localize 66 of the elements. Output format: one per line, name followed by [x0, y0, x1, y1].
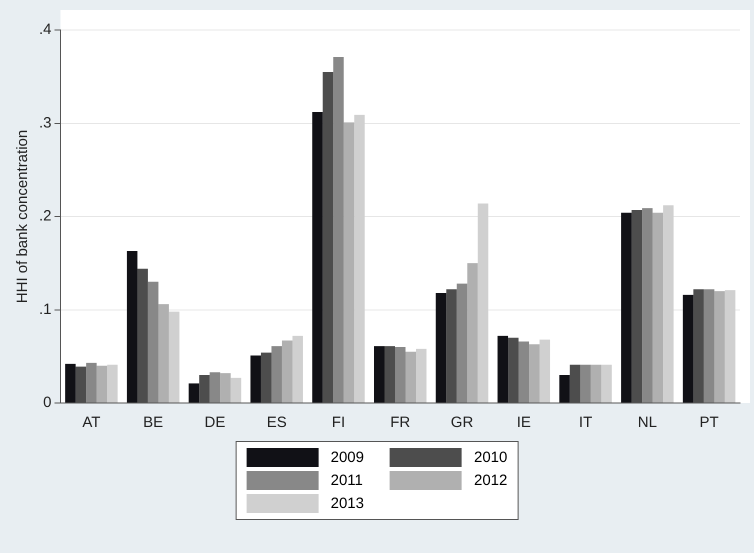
bar: [282, 340, 292, 402]
bar: [540, 340, 550, 402]
bar: [601, 364, 612, 402]
y-tick-label: .4: [38, 21, 52, 38]
x-tick-label: PT: [700, 414, 719, 432]
bar: [250, 355, 261, 402]
bar: [529, 344, 540, 402]
legend-label: 2012: [474, 472, 508, 489]
bar: [271, 346, 282, 402]
x-tick-label: IE: [516, 414, 531, 432]
bar: [704, 289, 714, 402]
y-tick-label: .3: [38, 114, 52, 132]
bar: [621, 212, 632, 402]
x-tick-label: IT: [578, 414, 592, 432]
bar: [580, 364, 591, 402]
bar: [478, 203, 488, 402]
bar: [292, 336, 303, 402]
bar: [436, 292, 446, 402]
legend-label: 2009: [330, 449, 364, 466]
legend-label: 2010: [474, 449, 508, 466]
bar: [65, 364, 76, 402]
x-tick-label: DE: [204, 414, 226, 432]
bar: [333, 57, 344, 402]
x-tick-label: BE: [143, 414, 164, 432]
x-tick-label: ES: [266, 414, 287, 432]
bar: [467, 263, 478, 402]
bar: [188, 383, 200, 402]
bar: [126, 251, 138, 402]
x-tick-label: GR: [450, 414, 474, 432]
x-tick-label: FI: [332, 414, 346, 432]
y-tick-label: .2: [38, 208, 52, 225]
bar: [344, 122, 354, 402]
bar: [663, 205, 674, 402]
y-tick-label: .1: [38, 300, 52, 318]
bar: [96, 366, 108, 402]
bar: [86, 362, 97, 402]
bar: [148, 282, 158, 402]
bar: [395, 347, 406, 402]
bar: [498, 336, 508, 402]
bar: [559, 375, 570, 402]
bar: [456, 284, 468, 402]
x-tick-label: AT: [82, 414, 100, 432]
bar: [168, 312, 180, 402]
bar: [590, 364, 602, 402]
bar: [652, 212, 664, 402]
x-tick-label: NL: [638, 414, 657, 432]
bar: [312, 112, 323, 402]
bar: [107, 364, 118, 402]
bar: [416, 348, 427, 402]
bar: [406, 352, 416, 402]
legend-label: 2013: [330, 495, 364, 512]
bar: [724, 290, 736, 402]
bar: [210, 372, 220, 402]
legend-label: 2011: [330, 472, 363, 489]
y-axis-title: HHI of bank concentration: [14, 130, 32, 304]
bar: [230, 378, 242, 402]
x-tick-label: FR: [390, 414, 410, 432]
bar: [158, 304, 169, 402]
bar: [682, 294, 694, 402]
bar: [374, 346, 385, 402]
bar: [518, 341, 530, 402]
bar: [354, 114, 365, 402]
bar: [220, 373, 231, 402]
bar: [642, 208, 653, 402]
y-tick-label: 0: [43, 394, 52, 412]
bar: [714, 291, 725, 402]
